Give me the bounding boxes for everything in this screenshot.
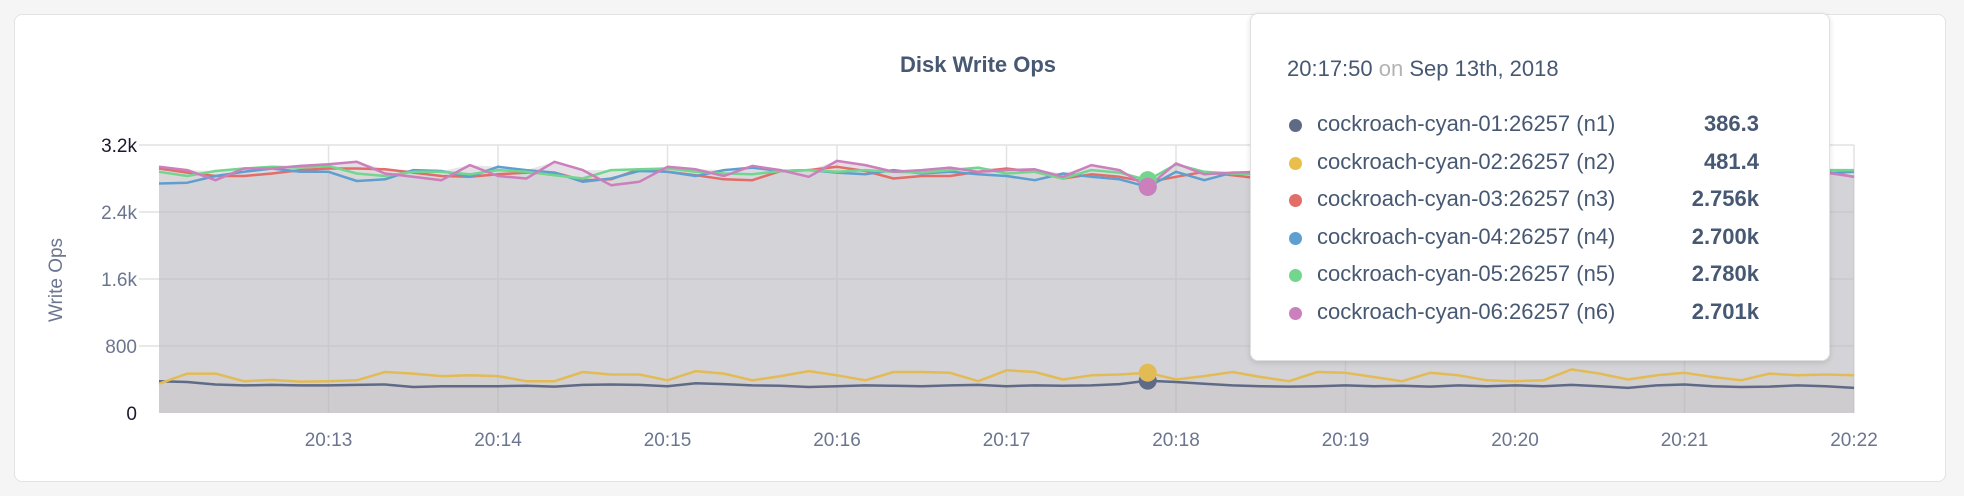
y-tick-label: 800 bbox=[105, 337, 137, 358]
tooltip-series-value: 2.756k bbox=[1691, 186, 1759, 211]
tooltip-series-name: cockroach-cyan-03:26257 (n3) bbox=[1317, 186, 1616, 211]
x-tick-label: 20:18 bbox=[1152, 430, 1200, 451]
x-tick-label: 20:19 bbox=[1322, 430, 1370, 451]
tooltip-row: cockroach-cyan-05:26257 (n5) 2.780k bbox=[1287, 261, 1807, 291]
tooltip-series-name: cockroach-cyan-04:26257 (n4) bbox=[1317, 223, 1616, 249]
y-tick-label: 1.6k bbox=[101, 270, 137, 291]
tooltip-series-value: 386.3 bbox=[1703, 111, 1759, 136]
chart-title: Disk Write Ops bbox=[899, 52, 1057, 77]
series-color-dot-icon bbox=[1289, 231, 1302, 245]
series-line bbox=[158, 379, 1855, 390]
x-tick-label: 20:14 bbox=[474, 430, 522, 451]
tooltip-series-name: cockroach-cyan-01:26257 (n1) bbox=[1317, 111, 1616, 136]
tooltip-series-value: 481.4 bbox=[1703, 148, 1759, 174]
tooltip-series-value: 2.700k bbox=[1691, 223, 1759, 249]
y-tick-label: 2.4k bbox=[101, 203, 137, 224]
series-color-dot-icon bbox=[1289, 156, 1302, 170]
tooltip-on: on bbox=[1378, 56, 1404, 81]
tooltip-series-name: cockroach-cyan-05:26257 (n5) bbox=[1317, 261, 1616, 286]
x-tick-label: 20:17 bbox=[983, 430, 1031, 451]
x-tick-label: 20:15 bbox=[644, 430, 692, 451]
y-tick-label: 3.2k bbox=[101, 136, 137, 157]
tooltip-date: Sep 13th, 2018 bbox=[1409, 56, 1559, 81]
tooltip-row: cockroach-cyan-02:26257 (n2) 481.4 bbox=[1287, 149, 1807, 179]
tooltip-header: 20:17:50 on Sep 13th, 2018 bbox=[1287, 56, 1559, 82]
tooltip-series-name: cockroach-cyan-06:26257 (n6) bbox=[1317, 298, 1616, 324]
series-color-dot-icon bbox=[1289, 269, 1302, 282]
series-color-dot-icon bbox=[1289, 194, 1302, 207]
series-color-dot-icon bbox=[1289, 306, 1302, 320]
tooltip-series-name: cockroach-cyan-02:26257 (n2) bbox=[1317, 148, 1616, 174]
series-area bbox=[159, 380, 1854, 413]
hover-tooltip: 20:17:50 on Sep 13th, 2018 cockroach-cya… bbox=[1250, 13, 1830, 361]
y-tick-label: 0 bbox=[126, 404, 137, 425]
y-axis-label: Write Ops bbox=[46, 238, 67, 322]
x-tick-label: 20:16 bbox=[813, 430, 861, 451]
tooltip-row: cockroach-cyan-01:26257 (n1) 386.3 bbox=[1287, 111, 1807, 141]
tooltip-row: cockroach-cyan-04:26257 (n4) 2.700k bbox=[1287, 224, 1807, 254]
series-area bbox=[159, 369, 1854, 413]
x-tick-label: 20:13 bbox=[305, 430, 353, 451]
series-line bbox=[158, 368, 1855, 385]
tooltip-time: 20:17:50 bbox=[1287, 56, 1373, 81]
x-tick-label: 20:22 bbox=[1830, 430, 1878, 451]
x-tick-label: 20:21 bbox=[1661, 430, 1709, 451]
series-color-dot-icon bbox=[1289, 119, 1302, 132]
x-tick-label: 20:20 bbox=[1491, 430, 1539, 451]
tooltip-series-value: 2.701k bbox=[1691, 298, 1759, 324]
tooltip-row: cockroach-cyan-06:26257 (n6) 2.701k bbox=[1287, 299, 1807, 329]
hover-point bbox=[1138, 177, 1157, 196]
tooltip-row: cockroach-cyan-03:26257 (n3) 2.756k bbox=[1287, 186, 1807, 216]
hover-point bbox=[1138, 363, 1157, 382]
tooltip-series-value: 2.780k bbox=[1691, 261, 1759, 286]
